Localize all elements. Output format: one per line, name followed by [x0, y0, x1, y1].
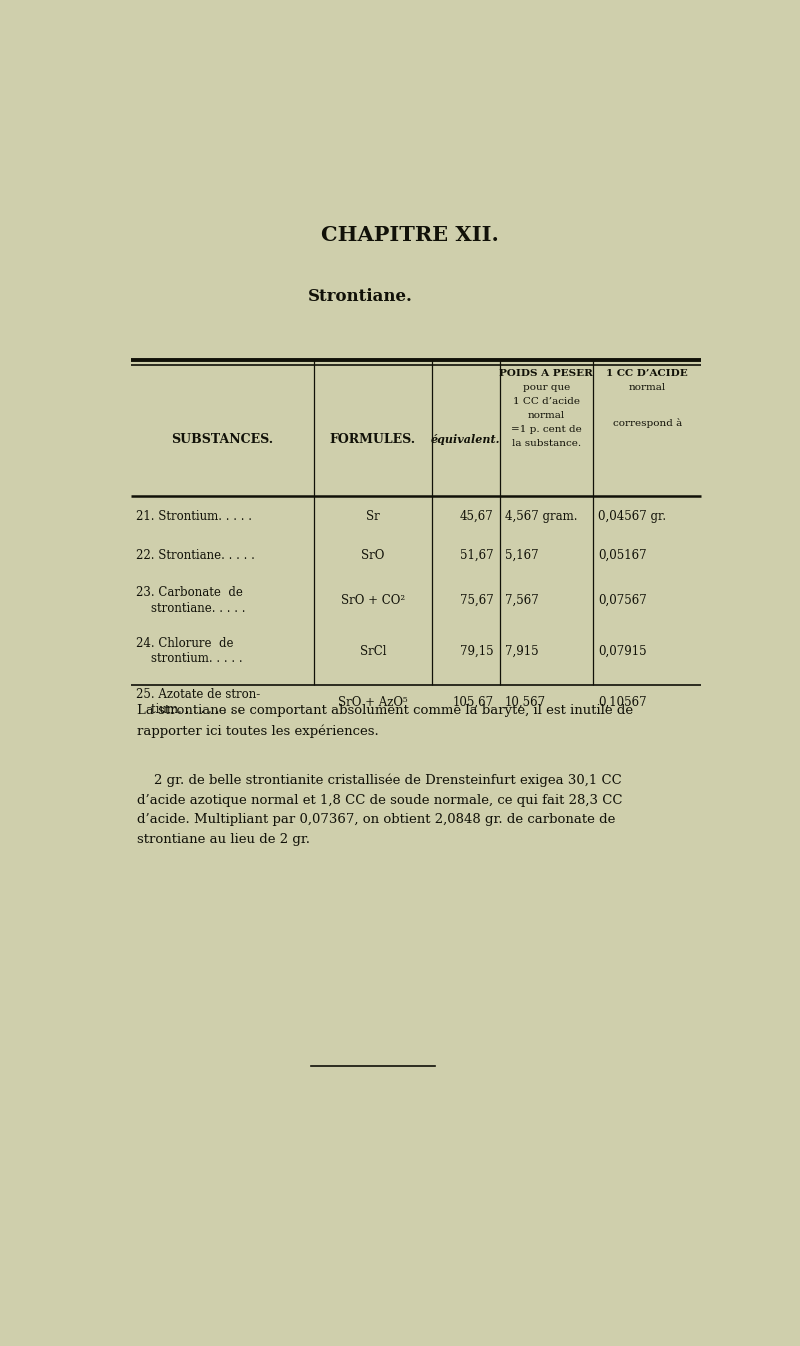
- Text: tium. . . . . . . . .: tium. . . . . . . . .: [136, 703, 242, 716]
- Text: 7,915: 7,915: [505, 645, 538, 658]
- Text: 24. Chlorure  de: 24. Chlorure de: [136, 637, 234, 650]
- Text: SrO: SrO: [361, 549, 385, 563]
- Text: =1 p. cent de: =1 p. cent de: [511, 425, 582, 433]
- Text: 2 gr. de belle strontianite cristallisée de Drensteinfurt exigea 30,1 CC
d’acide: 2 gr. de belle strontianite cristallisée…: [138, 774, 622, 845]
- Text: 79,15: 79,15: [460, 645, 494, 658]
- Text: 22. Strontiane. . . . .: 22. Strontiane. . . . .: [136, 549, 255, 563]
- Text: 23. Carbonate  de: 23. Carbonate de: [136, 587, 243, 599]
- Text: strontium. . . . .: strontium. . . . .: [136, 653, 242, 665]
- Text: 1 CC d’acide: 1 CC d’acide: [513, 397, 580, 406]
- Text: CHAPITRE XII.: CHAPITRE XII.: [321, 225, 499, 245]
- Text: SrO + CO²: SrO + CO²: [341, 594, 405, 607]
- Text: 7,567: 7,567: [505, 594, 538, 607]
- Text: FORMULES.: FORMULES.: [330, 433, 416, 447]
- Text: pour que: pour que: [522, 384, 570, 392]
- Text: Strontiane.: Strontiane.: [308, 288, 413, 304]
- Text: SrO + AzO⁵: SrO + AzO⁵: [338, 696, 408, 708]
- Text: SUBSTANCES.: SUBSTANCES.: [171, 433, 274, 447]
- Text: 1 CC D’ACIDE: 1 CC D’ACIDE: [606, 369, 688, 378]
- Text: correspond à: correspond à: [613, 417, 682, 428]
- Text: 51,67: 51,67: [460, 549, 494, 563]
- Text: 4,567 gram.: 4,567 gram.: [505, 510, 578, 524]
- Text: POIDS A PESER: POIDS A PESER: [499, 369, 594, 378]
- Text: 25. Azotate de stron-: 25. Azotate de stron-: [136, 688, 260, 701]
- Text: 5,167: 5,167: [505, 549, 538, 563]
- Text: 0,04567 gr.: 0,04567 gr.: [598, 510, 666, 524]
- Text: 21. Strontium. . . . .: 21. Strontium. . . . .: [136, 510, 252, 524]
- Text: 0,07915: 0,07915: [598, 645, 646, 658]
- Text: 10,567: 10,567: [505, 696, 546, 708]
- Text: La strontiane se comportant absolument comme la baryte, il est inutile de
rappor: La strontiane se comportant absolument c…: [138, 704, 634, 738]
- Text: normal: normal: [629, 384, 666, 392]
- Text: SrCl: SrCl: [359, 645, 386, 658]
- Text: 45,67: 45,67: [460, 510, 494, 524]
- Text: 0,05167: 0,05167: [598, 549, 646, 563]
- Text: 0,07567: 0,07567: [598, 594, 646, 607]
- Text: 105,67: 105,67: [453, 696, 494, 708]
- Text: normal: normal: [528, 411, 565, 420]
- Text: 0,10567: 0,10567: [598, 696, 646, 708]
- Text: la substance.: la substance.: [512, 439, 581, 448]
- Text: strontiane. . . . .: strontiane. . . . .: [136, 602, 246, 615]
- Text: 75,67: 75,67: [460, 594, 494, 607]
- Text: Sr: Sr: [366, 510, 380, 524]
- Text: équivalent.: équivalent.: [431, 435, 501, 446]
